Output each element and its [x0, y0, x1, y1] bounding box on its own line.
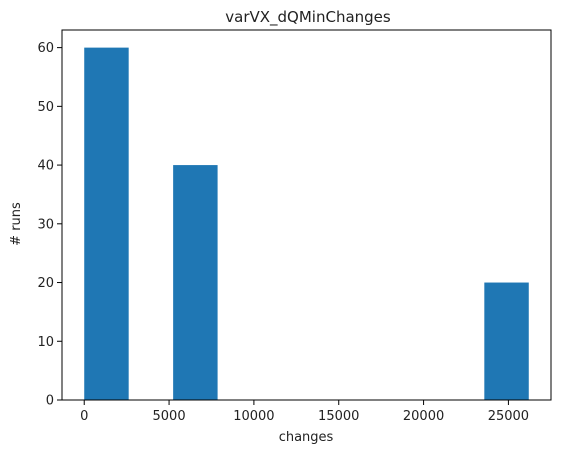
bars-group	[84, 47, 529, 400]
histogram-bar-2	[484, 282, 529, 400]
y-tick-label: 50	[37, 100, 54, 115]
y-axis-label: # runs	[9, 202, 24, 246]
x-axis-label: changes	[279, 430, 334, 445]
x-tick-label: 5000	[153, 409, 186, 424]
x-tick-label: 10000	[233, 409, 274, 424]
x-tick-label: 0	[80, 409, 88, 424]
plot-frame	[61, 29, 552, 401]
x-tick-label: 20000	[403, 409, 444, 424]
histogram-bar-0	[84, 47, 129, 400]
y-tick-label: 10	[37, 335, 54, 350]
y-tick-label: 20	[37, 276, 54, 291]
y-tick-label: 0	[46, 394, 54, 409]
y-tick-label: 60	[37, 41, 54, 56]
histogram-bar-1	[173, 165, 218, 400]
x-axis-ticks: 0 5000 10000 15000 20000 25000	[80, 400, 529, 424]
chart-title: varVX_dQMinChanges	[225, 8, 391, 27]
y-tick-label: 30	[37, 217, 54, 232]
x-tick-label: 25000	[488, 409, 529, 424]
x-tick-label: 15000	[318, 409, 359, 424]
y-axis-ticks: 0 10 20 30 40 50 60	[37, 41, 62, 409]
y-tick-label: 40	[37, 159, 54, 174]
